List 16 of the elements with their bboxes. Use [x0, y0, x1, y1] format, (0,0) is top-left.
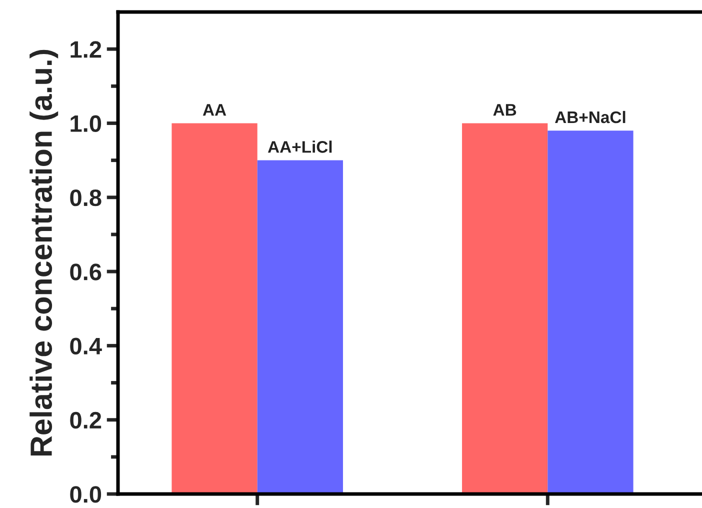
data-label: AA — [202, 104, 226, 116]
y-tick-label: 1.0 — [70, 115, 102, 132]
y-tick-label: 1.2 — [70, 41, 102, 58]
data-label: AA+LiCl — [268, 140, 332, 153]
y-tick-label: 0.6 — [70, 264, 102, 280]
y-tick-label: 0.8 — [70, 189, 102, 206]
data-label: AB+NaCl — [555, 110, 626, 124]
bar — [172, 123, 258, 494]
bar — [548, 130, 634, 494]
bar — [462, 123, 548, 494]
y-tick-label: 0.2 — [70, 412, 102, 429]
data-label: AB — [493, 104, 516, 116]
bar — [257, 160, 343, 494]
y-tick-label: 0.0 — [70, 486, 102, 503]
y-tick-label: 0.4 — [70, 338, 102, 354]
y-axis-title: Relative concentration (a.u.) — [30, 50, 58, 456]
